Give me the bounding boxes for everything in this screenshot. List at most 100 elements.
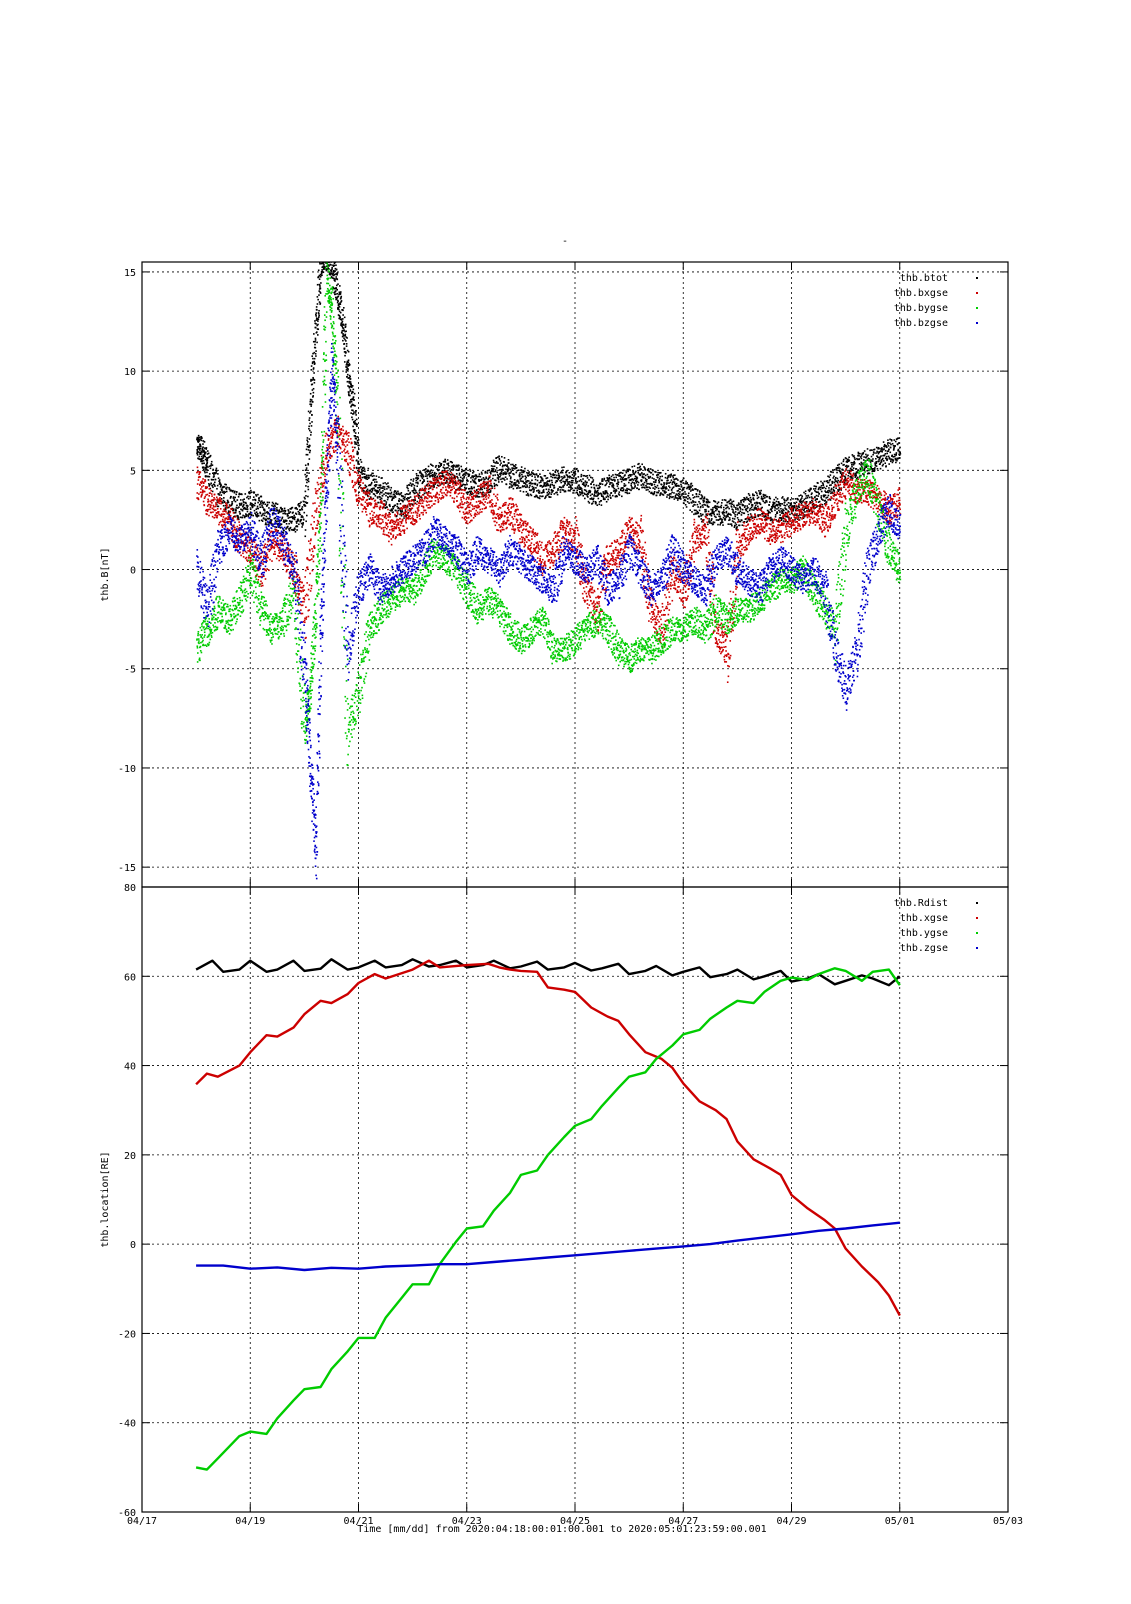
data-point (458, 465, 460, 467)
data-point (198, 499, 200, 501)
data-point (659, 478, 661, 480)
data-point (317, 482, 319, 484)
data-point (795, 498, 797, 500)
data-point (315, 323, 317, 325)
data-point (865, 457, 867, 459)
data-point (691, 511, 693, 513)
data-point (753, 495, 755, 497)
data-point (335, 290, 337, 292)
data-point (537, 475, 539, 477)
data-point (702, 514, 704, 516)
data-point (334, 278, 336, 280)
data-point (230, 496, 232, 498)
data-point (350, 378, 352, 380)
data-point (359, 486, 361, 488)
data-point (308, 616, 310, 618)
data-point (354, 393, 356, 395)
data-point (296, 522, 298, 524)
data-point (683, 478, 685, 480)
data-point (247, 496, 249, 498)
data-point (782, 496, 784, 498)
data-point (628, 477, 630, 479)
data-point (299, 577, 301, 579)
data-point (484, 479, 486, 481)
data-point (808, 495, 810, 497)
data-point (386, 506, 388, 508)
data-point (204, 472, 206, 474)
data-point (498, 479, 500, 481)
data-point (876, 462, 878, 464)
data-point (303, 519, 305, 521)
data-point (241, 494, 243, 496)
data-point (646, 481, 648, 483)
data-point (226, 513, 228, 515)
data-point (729, 519, 731, 521)
data-point (220, 484, 222, 486)
data-point (803, 492, 805, 494)
data-point (366, 476, 368, 478)
data-point (652, 487, 654, 489)
data-point (740, 508, 742, 510)
data-point (567, 478, 569, 480)
data-point (423, 476, 425, 478)
data-point (555, 471, 557, 473)
data-point (557, 494, 559, 496)
data-point (598, 504, 600, 506)
data-point (317, 334, 319, 336)
data-point (695, 488, 697, 490)
data-point (245, 503, 247, 505)
data-point (212, 516, 214, 518)
data-point (771, 519, 773, 521)
data-point (853, 467, 855, 469)
data-point (827, 480, 829, 482)
data-point (354, 420, 356, 422)
data-point (265, 543, 267, 545)
data-point (540, 481, 542, 483)
data-point (512, 467, 514, 469)
data-point (296, 508, 298, 510)
data-point (278, 512, 280, 514)
data-point (197, 483, 199, 485)
data-point (231, 503, 233, 505)
data-point (642, 487, 644, 489)
data-point (754, 502, 756, 504)
data-point (892, 462, 894, 464)
data-point (259, 520, 261, 522)
data-point (423, 480, 425, 482)
data-point (685, 493, 687, 495)
data-point (315, 327, 317, 329)
data-point (493, 468, 495, 470)
data-point (559, 476, 561, 478)
data-point (677, 499, 679, 501)
data-point (320, 302, 322, 304)
data-point (821, 491, 823, 493)
data-point (246, 552, 248, 554)
data-point (580, 476, 582, 478)
data-point (687, 498, 689, 500)
data-point (553, 485, 555, 487)
data-point (327, 255, 329, 257)
data-point (329, 252, 331, 254)
data-point (199, 448, 201, 450)
data-point (606, 501, 608, 503)
data-point (427, 481, 429, 483)
data-point (306, 443, 308, 445)
data-point (288, 553, 290, 555)
data-point (799, 506, 801, 508)
data-point (318, 484, 320, 486)
data-point (801, 495, 803, 497)
data-point (199, 437, 201, 439)
data-point (757, 506, 759, 508)
data-point (572, 480, 574, 482)
data-point (489, 489, 491, 491)
data-point (255, 565, 257, 567)
data-point (648, 468, 650, 470)
data-point (324, 245, 326, 247)
data-point (215, 479, 217, 481)
data-point (784, 500, 786, 502)
data-point (494, 485, 496, 487)
data-point (490, 473, 492, 475)
data-point (414, 492, 416, 494)
data-point (854, 457, 856, 459)
data-point (492, 478, 494, 480)
